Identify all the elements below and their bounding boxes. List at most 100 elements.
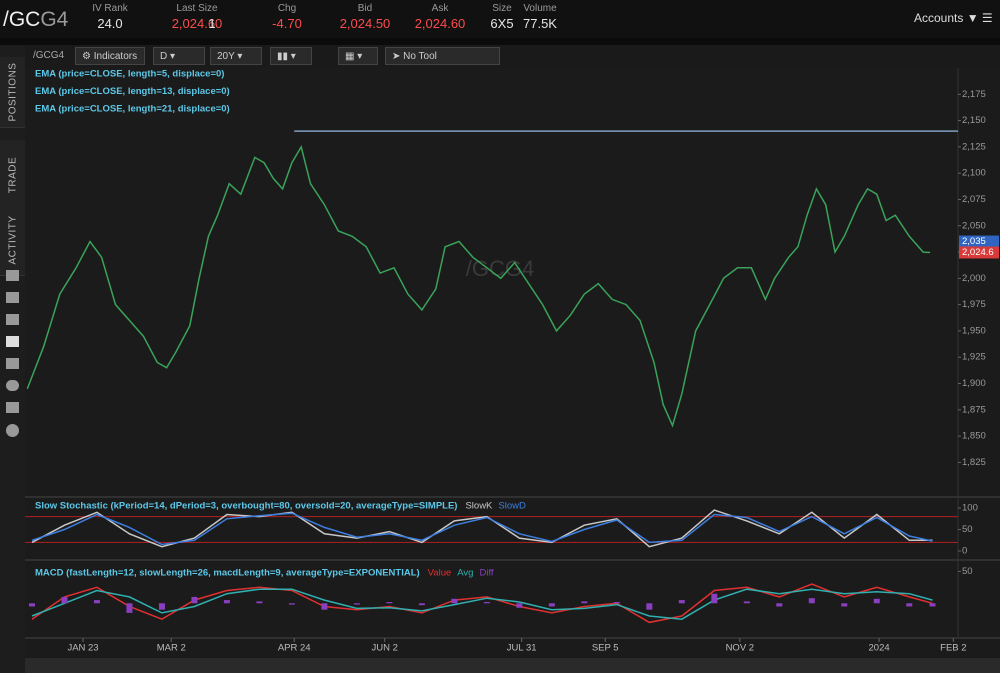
icon[interactable] [6, 424, 19, 437]
histogram-bar [711, 593, 718, 604]
series-line [31, 588, 933, 620]
select-label: No Tool [403, 51, 437, 62]
legend-entry: Value [428, 568, 452, 579]
x-tick-label: JAN 23 [67, 643, 98, 654]
icon[interactable] [6, 270, 19, 281]
histogram-bar [28, 603, 35, 607]
price-tag [959, 235, 999, 248]
field-label: Chg [277, 3, 297, 14]
accounts-label: Accounts [914, 11, 964, 25]
y-tick-label: 0 [962, 546, 967, 557]
accounts-menu[interactable]: Accounts ▼ ☰ [914, 11, 993, 25]
drawing-select[interactable]: ▦ ▾ [338, 47, 378, 65]
histogram-bar [288, 603, 295, 605]
indicators-button[interactable]: ⚙ Indicators [75, 47, 145, 65]
y-tick-label: 50 [962, 566, 973, 577]
tool-select[interactable]: ➤ No Tool [385, 47, 500, 65]
toolbar-symbol[interactable]: /GCG4 [33, 50, 65, 61]
icon[interactable] [6, 380, 19, 391]
x-tick-label: JUL 31 [507, 643, 537, 654]
histogram-bar [678, 600, 685, 604]
x-tick-label: NOV 2 [726, 643, 755, 654]
sidebar: POSITIONS TRADE ACTIVITY [0, 45, 25, 673]
series-line [31, 512, 933, 546]
icon[interactable] [6, 402, 19, 413]
histogram-bar [743, 601, 750, 604]
y-tick-label: 2,075 [962, 194, 986, 205]
histogram-bar [93, 600, 100, 604]
field-extra: 1 [208, 16, 216, 31]
field-value: 24.0 [97, 16, 123, 31]
y-tick-label: 2,150 [962, 115, 986, 126]
field-label: Volume [523, 3, 557, 14]
histogram-bar [906, 603, 913, 607]
y-tick-label: 2,100 [962, 168, 986, 179]
histogram-bar [191, 596, 198, 604]
histogram-bar [613, 602, 620, 604]
icon[interactable] [6, 336, 19, 347]
y-tick-label: 50 [962, 524, 973, 535]
aggregation-select[interactable]: D ▾ [153, 47, 205, 65]
scrollbar[interactable] [25, 658, 1000, 673]
icon[interactable] [6, 314, 19, 325]
histogram-bar [581, 601, 588, 604]
field-label: IV Rank [92, 3, 128, 14]
x-tick-label: MAR 2 [157, 643, 186, 654]
study-label: EMA (price=CLOSE, length=13, displace=0) [35, 86, 230, 97]
period-select[interactable]: 20Y ▾ [210, 47, 262, 65]
legend-entry: SlowK [465, 501, 493, 512]
study-label: EMA (price=CLOSE, length=21, displace=0) [35, 104, 230, 115]
histogram-bar [321, 603, 328, 610]
x-tick-label: FEB 2 [940, 643, 966, 654]
y-tick-label: 1,975 [962, 299, 986, 310]
x-tick-label: JUN 2 [372, 643, 398, 654]
histogram-bar [418, 603, 425, 606]
y-tick-label: 2,125 [962, 141, 986, 152]
legend-entry: Diff [479, 568, 493, 579]
histogram-bar [386, 602, 393, 604]
field-label: Size [492, 3, 512, 14]
sidebar-tab[interactable]: TRADE [0, 140, 25, 211]
style-select[interactable]: ▮▮ ▾ [270, 47, 312, 65]
y-tick-label: 100 [962, 503, 978, 514]
price-tag-label: 2,024.6 [962, 247, 994, 258]
x-tick-label: SEP 5 [592, 643, 619, 654]
sidebar-icons [6, 270, 19, 437]
y-tick-label: 1,850 [962, 431, 986, 442]
panel-title: Slow Stochastic (kPeriod=14, dPeriod=3, … [35, 501, 457, 512]
icon[interactable] [6, 292, 19, 303]
x-tick-label: APR 24 [278, 643, 311, 654]
icon[interactable] [6, 358, 19, 369]
price-tag-label: 2,035 [962, 236, 986, 247]
histogram-bar [776, 603, 783, 607]
field-value: 2,024.60 [414, 16, 466, 31]
x-tick-label: 2024 [869, 643, 890, 654]
histogram-bar [808, 598, 815, 604]
histogram-bar [516, 603, 523, 608]
y-tick-label: 1,825 [962, 457, 986, 468]
series-line [26, 144, 931, 428]
y-tick-label: 2,175 [962, 89, 986, 100]
legend-entry: Avg [457, 568, 473, 579]
field-label: Bid [357, 3, 373, 14]
field-label: Ask [431, 3, 449, 14]
y-tick-label: 2,050 [962, 220, 986, 231]
histogram-bar [483, 602, 490, 604]
legend-entry: SlowD [498, 501, 526, 512]
y-tick-label: 1,950 [962, 325, 986, 336]
separator [0, 38, 1000, 45]
symbol-root: /GC [3, 8, 41, 31]
sidebar-tab[interactable]: POSITIONS [0, 57, 25, 128]
header-bar: /GCG4 IV Rank 24.0 Last Size 2,024.60 1 Chg -4… [0, 0, 1000, 38]
y-tick-label: 1,925 [962, 352, 986, 363]
histogram-bar [451, 598, 458, 604]
button-label: Indicators [93, 51, 138, 62]
toolbar [25, 45, 1000, 68]
field-value: 77.5K [523, 16, 557, 31]
y-tick-label: 1,900 [962, 378, 986, 389]
histogram-bar [256, 601, 263, 604]
histogram-bar [646, 603, 653, 610]
symbol: /GCG4 [3, 8, 68, 32]
